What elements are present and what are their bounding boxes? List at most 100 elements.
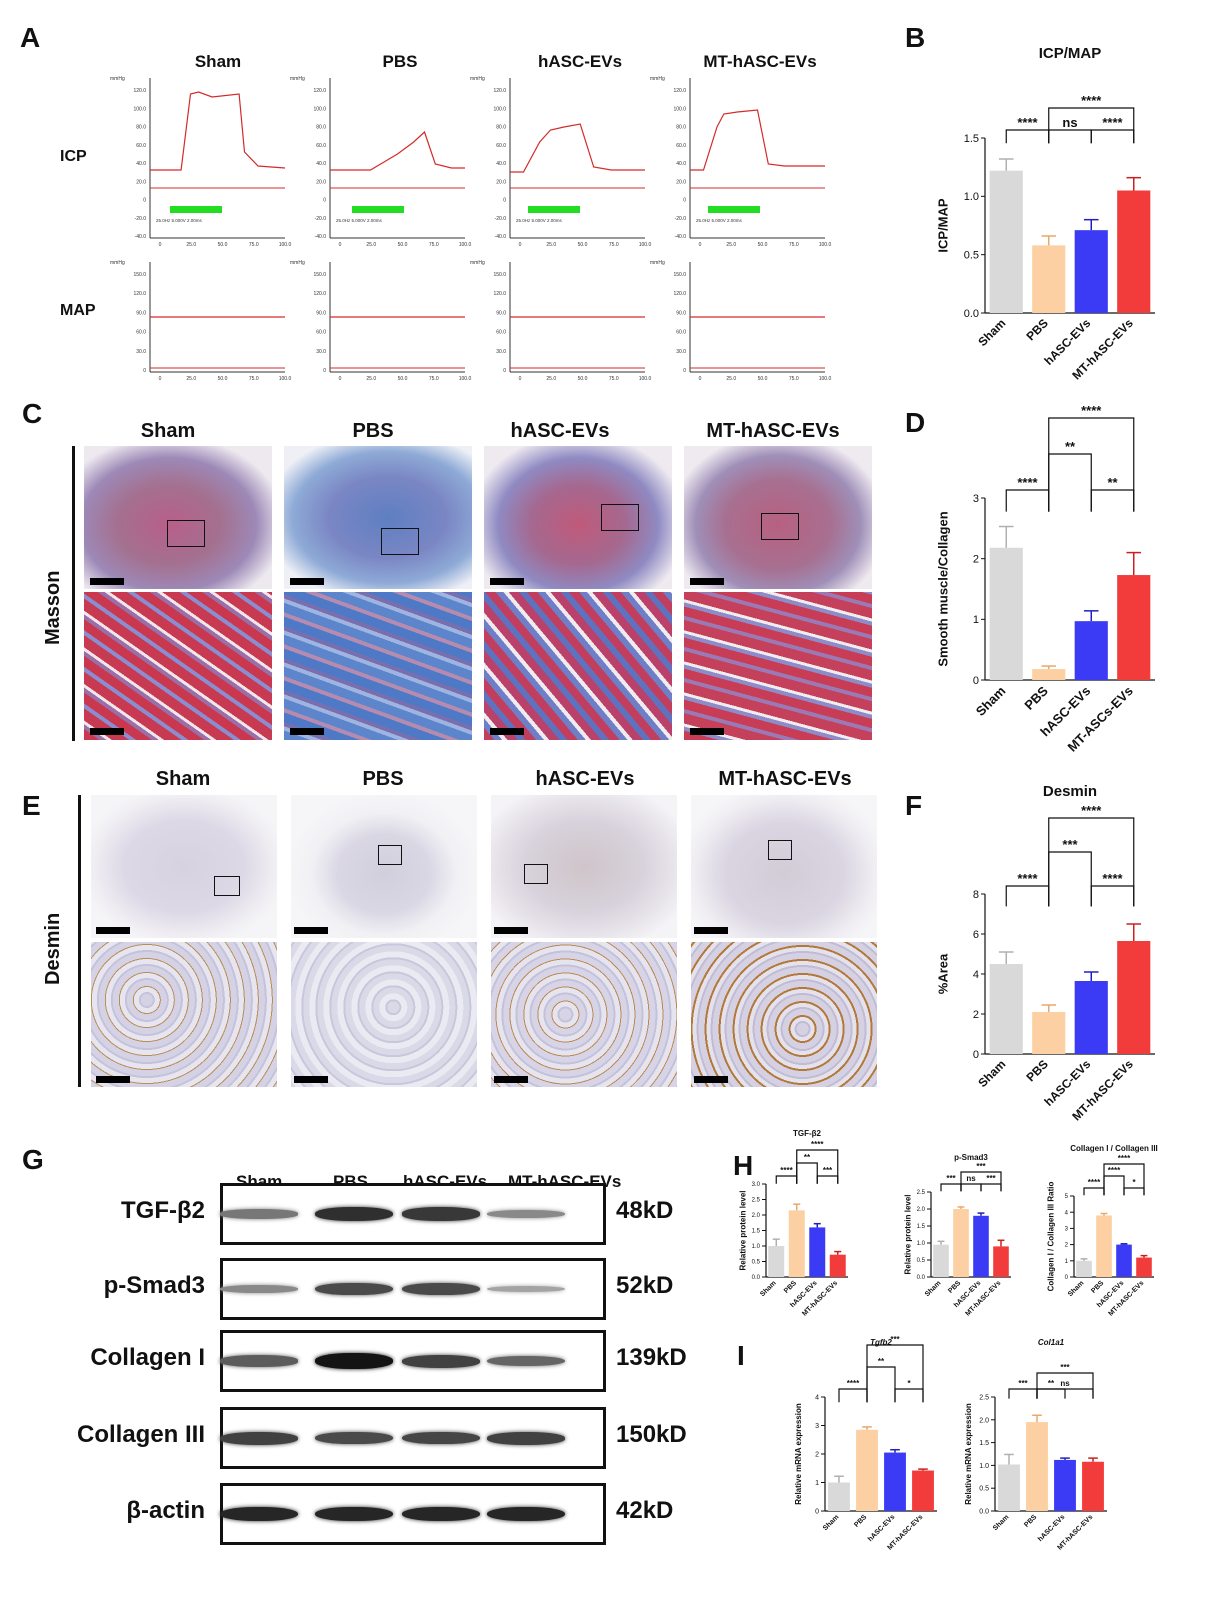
- significance-label: ****: [780, 1166, 793, 1175]
- c-title-hasc: hASC-EVs: [510, 420, 610, 442]
- wb-kd-label: 139kD: [616, 1344, 687, 1371]
- wb-band: [402, 1431, 480, 1445]
- wb-protein-label: β-actin: [126, 1497, 205, 1524]
- y-tick-label: 1.5: [752, 1229, 761, 1235]
- wb-band: [315, 1506, 393, 1522]
- y-tick-label: 0.0: [979, 1508, 989, 1515]
- masson-zoom-scalebar-sham: [90, 728, 124, 735]
- y-axis-label: Smooth muscle/Collagen: [936, 511, 951, 666]
- icp-y-tick: 80.0: [136, 125, 146, 131]
- bar-mt-hasc-evs: [1136, 1257, 1152, 1277]
- y-tick-label: 0: [973, 675, 979, 687]
- icp-x-tick: 0: [699, 242, 702, 248]
- map-y-tick: 150.0: [313, 272, 326, 278]
- y-tick-label: 0.0: [964, 308, 979, 320]
- wb-kd-label: 150kD: [616, 1421, 687, 1448]
- desmin-row-label: Desmin: [42, 912, 64, 985]
- significance-bracket: [1090, 489, 1135, 512]
- x-tick-label: MT-hASC-EVs: [964, 1280, 1002, 1318]
- icp-trace: [330, 130, 465, 171]
- map-x-tick: 75.0: [789, 376, 799, 382]
- y-tick-label: 4: [973, 969, 979, 981]
- bar-sham: [933, 1244, 949, 1277]
- icp-map-traces: mmHg 120.0 100.0 80.0 60.0 40.0 20.0 0 -20.0 -40.…: [110, 76, 831, 382]
- bar-sham: [1076, 1260, 1092, 1277]
- icp-unit-label: mmHg: [470, 76, 485, 82]
- significance-label: *: [907, 1379, 911, 1388]
- y-tick-label: 0.5: [964, 250, 979, 262]
- significance-label: ****: [1081, 403, 1102, 418]
- icp-y-tick: -40.0: [315, 234, 327, 240]
- significance-bracket: [816, 1175, 839, 1184]
- bar-hasc-evs: [809, 1227, 826, 1277]
- wb-band: [315, 1353, 393, 1369]
- y-axis-label: Collagen I / Collagen III Ratio: [1047, 1181, 1056, 1291]
- y-tick-label: 3.0: [752, 1182, 761, 1188]
- icp-x-tick: 100.0: [279, 242, 292, 248]
- significance-bracket: [1005, 489, 1050, 512]
- panel-letter-d: D: [905, 407, 926, 438]
- significance-label: ****: [1017, 475, 1038, 490]
- icp-y-tick: 120.0: [133, 88, 146, 94]
- masson-row-bar: [72, 446, 75, 741]
- y-tick-label: 0: [1065, 1275, 1069, 1281]
- icp-y-tick: 80.0: [316, 125, 326, 131]
- y-tick-label: 4: [815, 1394, 819, 1401]
- a-title-mt: MT-hASC-EVs: [703, 52, 817, 71]
- wb-band: [315, 1206, 393, 1222]
- significance-bracket: [1048, 851, 1092, 907]
- wb-protein-label: Collagen I: [90, 1344, 205, 1371]
- panel-letter-c: C: [22, 398, 43, 429]
- x-tick-label: MT-hASC-EVs: [886, 1514, 924, 1552]
- significance-label: ****: [847, 1379, 860, 1388]
- icp-y-tick: 80.0: [496, 125, 506, 131]
- wb-band: [402, 1207, 480, 1221]
- desmin-roi-pbs: [378, 845, 402, 865]
- map-unit-label: mmHg: [290, 260, 305, 266]
- significance-bracket: [1048, 107, 1135, 144]
- x-tick-label: Sham: [822, 1514, 840, 1532]
- icp-y-tick: 60.0: [676, 143, 686, 149]
- desmin-roi-hasc: [524, 864, 548, 884]
- desmin-scalebar-pbs: [294, 927, 328, 934]
- y-tick-label: 2.5: [752, 1198, 761, 1204]
- y-tick-label: 1.0: [964, 191, 979, 203]
- x-tick-label: MT-hASC-EVs: [801, 1280, 839, 1318]
- map-x-tick: 0: [339, 376, 342, 382]
- bar-hasc-evs: [1054, 1459, 1076, 1511]
- icp-y-tick: 80.0: [676, 125, 686, 131]
- x-tick-label: hASC-EVs: [953, 1280, 983, 1310]
- significance-bracket: [1103, 1175, 1125, 1196]
- wb-band: [220, 1506, 298, 1522]
- chart-title: Col1a1: [1038, 1338, 1065, 1347]
- y-tick-label: 2.5: [979, 1394, 989, 1401]
- bar-sham: [989, 547, 1023, 680]
- masson-row-label: Masson: [42, 570, 64, 645]
- significance-bracket: [1036, 1388, 1066, 1399]
- icp-y-tick: -40.0: [495, 234, 507, 240]
- x-tick-label: hASC-EVs: [1042, 316, 1094, 368]
- icp-x-tick: 25.0: [186, 242, 196, 248]
- map-y-tick: 90.0: [496, 310, 506, 316]
- significance-label: ***: [823, 1166, 833, 1175]
- wb-protein-label: TGF-β2: [121, 1197, 205, 1224]
- wb-band: [220, 1209, 298, 1219]
- icp-x-tick: 100.0: [459, 242, 472, 248]
- x-tick-label: MT-hASC-EVs: [1069, 316, 1136, 383]
- panel-letter-b: B: [905, 22, 926, 53]
- stimulus-label: 25.0Hz 5.000V 2.00ms: [696, 218, 743, 223]
- y-tick-label: 0.5: [917, 1258, 926, 1264]
- panel-letter-e: E: [22, 790, 41, 821]
- y-tick-label: 1.0: [917, 1241, 926, 1247]
- y-tick-label: 1: [973, 614, 979, 626]
- map-x-tick: 0: [159, 376, 162, 382]
- significance-bracket: [1036, 1372, 1094, 1399]
- icp-y-tick: 120.0: [313, 88, 326, 94]
- stimulus-label: 25.0Hz 5.000V 2.00ms: [336, 218, 383, 223]
- desmin-zoom-hasc: [491, 942, 677, 1087]
- a-title-hasc: hASC-EVs: [537, 52, 623, 71]
- masson-zoom-hasc: [484, 592, 672, 740]
- y-tick-label: 3: [815, 1423, 819, 1430]
- stimulus-bar: [708, 206, 760, 213]
- map-y-tick: 120.0: [133, 291, 146, 297]
